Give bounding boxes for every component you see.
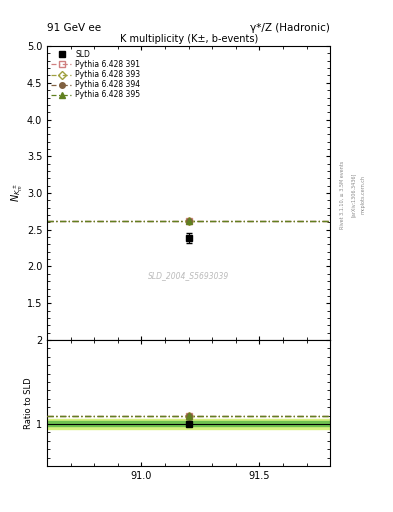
Bar: [47, 419, 330, 429]
Text: SLD_2004_S5693039: SLD_2004_S5693039: [148, 271, 229, 280]
Text: γ*/Z (Hadronic): γ*/Z (Hadronic): [250, 23, 330, 33]
Text: [arXiv:1306.3436]: [arXiv:1306.3436]: [351, 173, 356, 217]
Text: Rivet 3.1.10, ≥ 3.5M events: Rivet 3.1.10, ≥ 3.5M events: [340, 160, 345, 229]
Y-axis label: Ratio to SLD: Ratio to SLD: [24, 377, 33, 429]
Title: K multiplicity (K±, b-events): K multiplicity (K±, b-events): [119, 34, 258, 44]
Text: mcplots.cern.ch: mcplots.cern.ch: [361, 175, 366, 214]
Bar: [47, 421, 330, 426]
Y-axis label: $N_{K^\pm_m}$: $N_{K^\pm_m}$: [9, 184, 26, 202]
Legend: SLD, Pythia 6.428 391, Pythia 6.428 393, Pythia 6.428 394, Pythia 6.428 395: SLD, Pythia 6.428 391, Pythia 6.428 393,…: [50, 48, 142, 101]
Text: 91 GeV ee: 91 GeV ee: [47, 23, 101, 33]
